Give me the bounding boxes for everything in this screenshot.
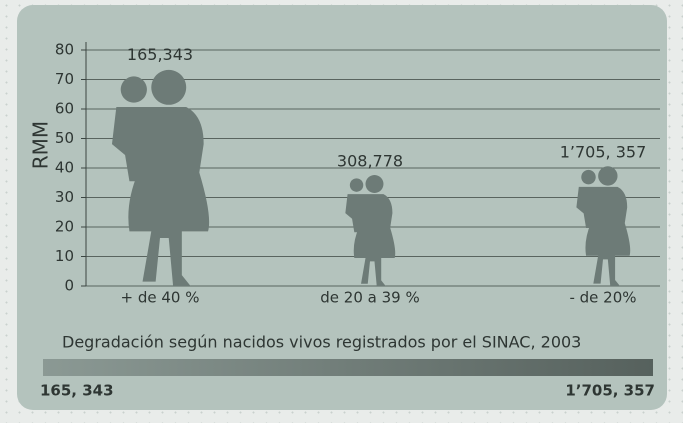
y-tick-label: 50: [55, 129, 74, 147]
x-tick-label: de 20 a 39 %: [320, 289, 419, 307]
y-tick-label: 0: [64, 277, 74, 295]
y-tick-label: 80: [55, 41, 74, 59]
annotation: 165,343: [127, 45, 193, 64]
scale-min-label: 165, 343: [40, 382, 114, 400]
y-tick-label: 30: [55, 188, 74, 206]
x-tick-label: - de 20%: [569, 289, 636, 307]
scale-max-label: 1’705, 357: [565, 382, 655, 400]
y-tick-label: 20: [55, 218, 74, 236]
scale-bar: [43, 359, 653, 376]
y-axis-label: RMM: [29, 121, 53, 169]
y-tick-label: 70: [55, 70, 74, 88]
y-tick-label: 60: [55, 100, 74, 118]
x-tick-label: + de 40 %: [121, 289, 200, 307]
annotation: 308,778: [337, 151, 403, 170]
annotation: 1’705, 357: [560, 143, 647, 162]
scale-title: Degradación según nacidos vivos registra…: [62, 333, 581, 352]
y-tick-label: 10: [55, 247, 74, 265]
y-tick-label: 40: [55, 159, 74, 177]
chart: RMM Degradación según nacidos vivos regi…: [0, 0, 683, 423]
